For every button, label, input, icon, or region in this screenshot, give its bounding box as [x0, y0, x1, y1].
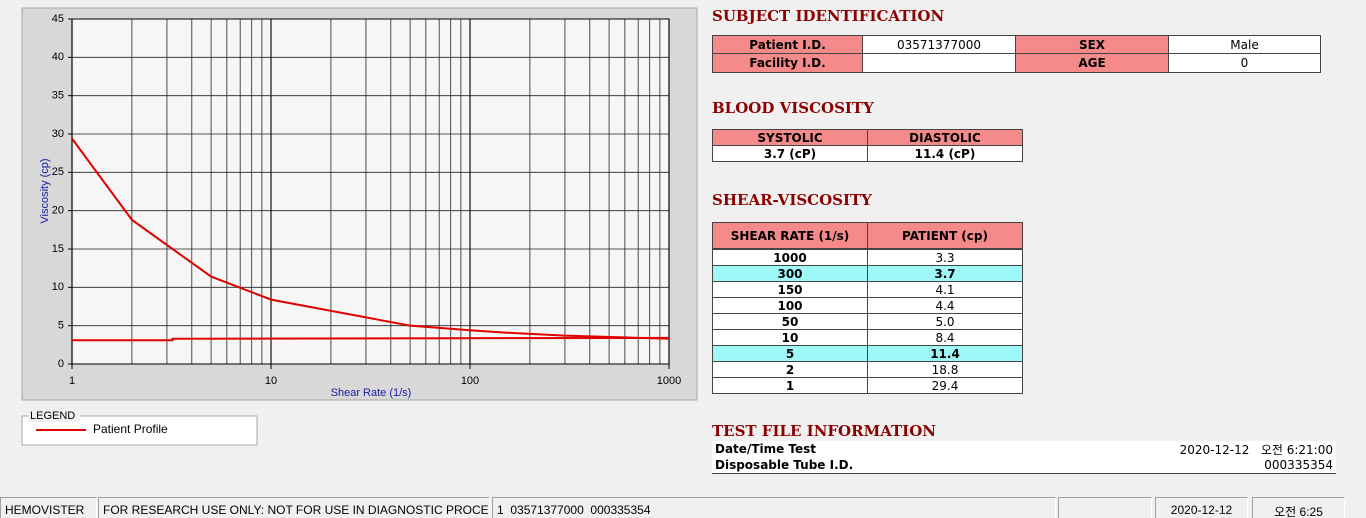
- y-tick-label: 25: [52, 166, 64, 178]
- field-label: Disposable Tube I.D.: [712, 457, 1023, 474]
- patient-value-cell: 3.7: [867, 265, 1023, 282]
- patient-value-cell: 4.4: [867, 297, 1023, 314]
- field-value: 2020-12-12 오전 6:21:00: [1022, 441, 1336, 458]
- legend-title: LEGEND: [30, 410, 75, 422]
- x-tick-label: 1: [69, 375, 75, 387]
- shear-rate-cell: 1000: [712, 249, 868, 266]
- shear-rate-cell: 2: [712, 361, 868, 378]
- status-cell: 오전 6:25: [1252, 497, 1345, 518]
- y-tick-label: 30: [52, 128, 64, 140]
- shear-rate-cell: 100: [712, 297, 868, 314]
- y-axis-label: Viscosity (cp): [39, 158, 51, 223]
- status-cell: 2020-12-12: [1155, 497, 1248, 518]
- patient-value-cell: 29.4: [867, 377, 1023, 394]
- column-header: SHEAR RATE (1/s): [712, 222, 868, 249]
- shear-rate-cell: 10: [712, 329, 868, 346]
- y-tick-label: 45: [52, 13, 64, 25]
- field-value: Male: [1168, 35, 1321, 54]
- chart: Shear Rate (1/s) Viscosity (cp) LEGEND 0…: [21, 7, 698, 446]
- field-value: 000335354: [1022, 457, 1336, 474]
- plot-area: [72, 19, 669, 364]
- shear-rate-cell: 50: [712, 313, 868, 330]
- x-tick-label: 10: [265, 375, 277, 387]
- column-header: DIASTOLIC: [867, 129, 1023, 146]
- field-label: Patient I.D.: [712, 35, 863, 54]
- shear-rate-cell: 1: [712, 377, 868, 394]
- patient-value-cell: 4.1: [867, 281, 1023, 298]
- patient-value-cell: 5.0: [867, 313, 1023, 330]
- y-tick-label: 20: [52, 205, 64, 217]
- y-tick-label: 10: [52, 281, 64, 293]
- patient-value-cell: 8.4: [867, 329, 1023, 346]
- field-value: 0: [1168, 53, 1321, 73]
- field-label: AGE: [1015, 53, 1169, 73]
- y-tick-label: 40: [52, 51, 64, 63]
- y-tick-label: 35: [52, 90, 64, 102]
- field-value: [862, 53, 1016, 73]
- x-axis-label: Shear Rate (1/s): [331, 387, 412, 399]
- field-label: SEX: [1015, 35, 1169, 54]
- x-tick-label: 100: [461, 375, 479, 387]
- data-line: [72, 336, 670, 342]
- patient-value-cell: 18.8: [867, 361, 1023, 378]
- status-cell: HEMOVISTER: [0, 497, 97, 518]
- shear-rate-cell: 5: [712, 345, 868, 362]
- section-title: SUBJECT IDENTIFICATION: [712, 7, 945, 25]
- status-cell: [1058, 497, 1152, 518]
- y-tick-label: 15: [52, 243, 64, 255]
- status-cell: FOR RESEARCH USE ONLY: NOT FOR USE IN DI…: [98, 497, 490, 518]
- shear-rate-cell: 300: [712, 265, 868, 282]
- field-value: 03571377000: [862, 35, 1016, 54]
- y-tick-label: 0: [58, 358, 64, 370]
- status-cell: 1 03571377000 000335354: [492, 497, 1056, 518]
- section-title: SHEAR-VISCOSITY: [712, 191, 872, 209]
- value-cell: 3.7 (cP): [712, 145, 868, 162]
- patient-value-cell: 3.3: [867, 249, 1023, 266]
- legend-label: Patient Profile: [93, 422, 168, 436]
- column-header: PATIENT (cp): [867, 222, 1023, 249]
- value-cell: 11.4 (cP): [867, 145, 1023, 162]
- x-tick-label: 1000: [657, 375, 681, 387]
- field-label: Date/Time Test: [712, 441, 1023, 458]
- patient-value-cell: 11.4: [867, 345, 1023, 362]
- field-label: Facility I.D.: [712, 53, 863, 73]
- section-title: TEST FILE INFORMATION: [712, 422, 936, 440]
- section-title: BLOOD VISCOSITY: [712, 99, 874, 117]
- column-header: SYSTOLIC: [712, 129, 868, 146]
- y-tick-label: 5: [58, 320, 64, 332]
- shear-rate-cell: 150: [712, 281, 868, 298]
- plot-border: [71, 18, 670, 365]
- data-line: [71, 138, 670, 340]
- legend-title-bg: [28, 409, 80, 422]
